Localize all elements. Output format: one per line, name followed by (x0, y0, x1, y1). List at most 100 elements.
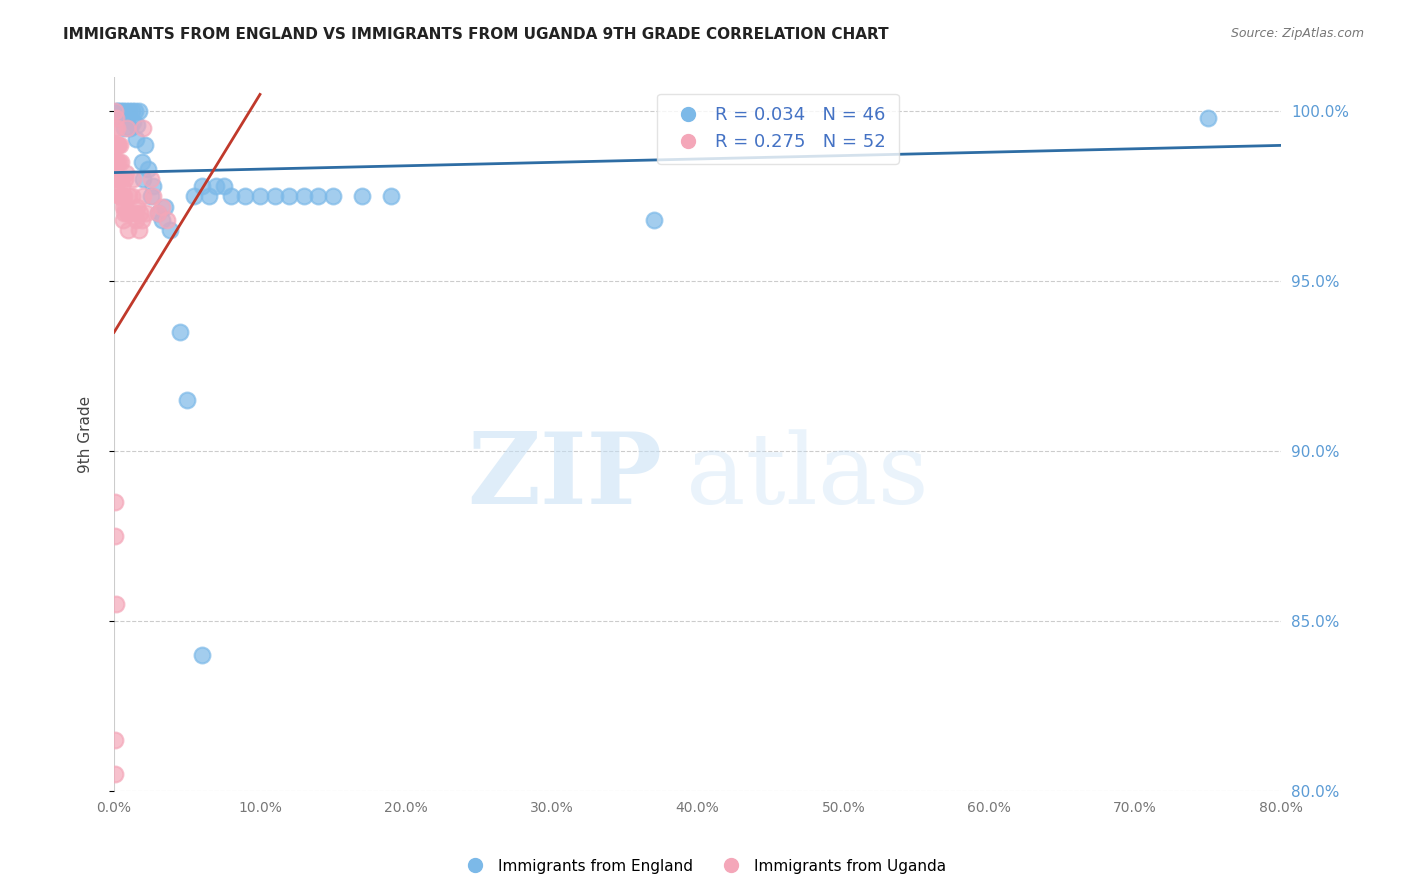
Point (107, 138, 129, 153)
Point (110, 104, 132, 119)
Point (131, 155, 153, 169)
Point (131, 213, 153, 227)
Point (104, 121, 127, 136)
Point (292, 189, 315, 203)
Point (125, 213, 148, 227)
Point (104, 529, 127, 543)
Point (110, 155, 132, 169)
Legend: R = 0.034   N = 46, R = 0.275   N = 52: R = 0.034 N = 46, R = 0.275 N = 52 (658, 94, 898, 164)
Point (190, 648, 212, 662)
Point (169, 325, 191, 339)
Point (219, 189, 242, 203)
Point (112, 189, 135, 203)
Point (104, 104, 127, 119)
Point (120, 121, 142, 136)
Point (278, 189, 301, 203)
Point (112, 206, 135, 220)
Point (183, 189, 205, 203)
Point (263, 189, 285, 203)
Point (104, 767, 127, 781)
Point (307, 189, 329, 203)
Point (198, 189, 221, 203)
Point (104, 495, 127, 509)
Point (139, 172, 162, 186)
Point (122, 114, 145, 128)
Point (115, 206, 138, 220)
Text: atlas: atlas (686, 429, 929, 524)
Point (159, 223, 181, 237)
Point (124, 206, 146, 220)
Point (114, 200, 136, 214)
Point (153, 200, 176, 214)
Point (104, 155, 127, 169)
Point (136, 162, 159, 177)
Point (112, 213, 135, 227)
Point (132, 121, 155, 136)
Legend: Immigrants from England, Immigrants from Uganda: Immigrants from England, Immigrants from… (454, 853, 952, 880)
Point (110, 172, 132, 186)
Point (156, 213, 179, 227)
Point (380, 189, 402, 203)
Point (118, 189, 141, 203)
Point (104, 732, 127, 747)
Point (128, 104, 150, 119)
Point (111, 200, 134, 214)
Point (117, 223, 139, 237)
Point (122, 172, 145, 186)
Point (124, 104, 146, 119)
Point (205, 179, 228, 194)
Point (134, 138, 156, 153)
Point (115, 121, 138, 136)
Point (104, 597, 127, 611)
Point (111, 189, 134, 203)
Point (110, 138, 132, 153)
Point (146, 206, 169, 220)
Point (132, 189, 155, 203)
Point (105, 121, 128, 136)
Point (322, 189, 344, 203)
Point (235, 189, 257, 203)
Point (139, 189, 162, 203)
Point (107, 172, 129, 186)
Point (118, 104, 141, 119)
Text: Source: ZipAtlas.com: Source: ZipAtlas.com (1230, 27, 1364, 40)
Point (127, 200, 149, 214)
Point (111, 104, 134, 119)
Point (114, 104, 136, 119)
Text: IMMIGRANTS FROM ENGLAND VS IMMIGRANTS FROM UGANDA 9TH GRADE CORRELATION CHART: IMMIGRANTS FROM ENGLAND VS IMMIGRANTS FR… (63, 27, 889, 42)
Point (120, 206, 142, 220)
Point (108, 155, 131, 169)
Point (125, 131, 148, 145)
Point (108, 112, 131, 126)
Point (114, 165, 136, 179)
Point (112, 121, 135, 136)
Point (105, 155, 128, 169)
Point (643, 213, 665, 227)
Point (150, 200, 173, 214)
Point (142, 179, 165, 194)
Point (212, 179, 235, 194)
Point (115, 112, 138, 126)
Point (176, 393, 198, 408)
Point (190, 179, 212, 194)
Point (352, 189, 374, 203)
Y-axis label: 9th Grade: 9th Grade (79, 395, 93, 473)
Point (104, 112, 127, 126)
Point (142, 189, 165, 203)
Point (108, 189, 131, 203)
Point (105, 138, 128, 153)
Point (132, 172, 155, 186)
Point (146, 206, 169, 220)
Point (108, 189, 131, 203)
Point (114, 172, 136, 186)
Point (129, 206, 152, 220)
Point (105, 104, 128, 119)
Point (107, 138, 129, 153)
Point (150, 213, 173, 227)
Point (249, 189, 271, 203)
Point (107, 104, 129, 119)
Point (135, 206, 157, 220)
Point (121, 104, 143, 119)
Point (111, 179, 134, 194)
Point (128, 223, 150, 237)
